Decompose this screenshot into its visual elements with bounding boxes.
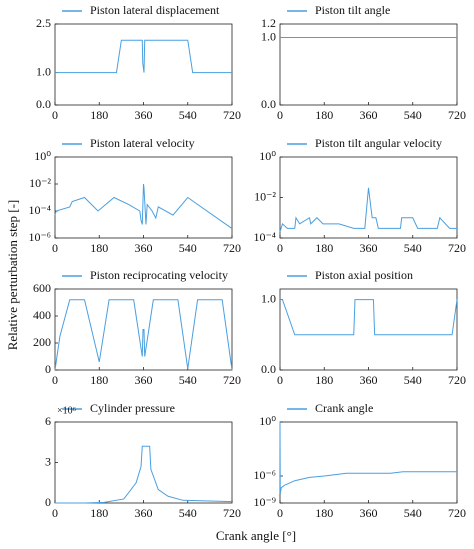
y-tick-label: 0.0 [36, 97, 51, 111]
plot-frame [54, 421, 233, 504]
x-tick-label: 360 [360, 108, 378, 122]
x-tick-label: 540 [404, 108, 422, 122]
data-line [54, 299, 233, 371]
y-tick-label: 0.0 [261, 362, 276, 376]
x-tick-label: 0 [52, 506, 58, 520]
legend-label: Piston lateral velocity [90, 136, 195, 150]
x-axis-label: Crank angle [°] [216, 528, 296, 543]
legend-label: Crank angle [315, 401, 373, 415]
y-tick-label: 10⁰ [259, 414, 276, 428]
y-tick-label: 0.0 [261, 97, 276, 111]
plot-frame [279, 156, 458, 239]
x-tick-label: 720 [448, 108, 466, 122]
legend-label: Cylinder pressure [90, 401, 175, 415]
y-tick-label: 1.2 [261, 16, 276, 30]
x-tick-label: 540 [179, 241, 197, 255]
x-tick-label: 720 [223, 506, 241, 520]
y-tick-label: 10⁻² [29, 176, 51, 190]
x-tick-label: 540 [179, 373, 197, 387]
x-tick-label: 180 [315, 506, 333, 520]
y-tick-label: 10⁻⁴ [28, 203, 51, 217]
x-tick-label: 720 [448, 241, 466, 255]
y-tick-label: 10⁻⁹ [253, 495, 276, 509]
y-tick-label: 10⁻⁴ [253, 230, 276, 244]
y-tick-label: 6 [45, 414, 51, 428]
data-line [279, 421, 457, 495]
data-line [54, 183, 233, 229]
legend-label: Piston lateral displacement [90, 3, 220, 17]
legend-label: Piston tilt angular velocity [315, 136, 442, 150]
x-tick-label: 540 [404, 506, 422, 520]
x-tick-label: 0 [277, 506, 283, 520]
legend-label: Piston reciprocating velocity [90, 268, 228, 282]
y-tick-label: 1.0 [261, 29, 276, 43]
x-tick-label: 360 [360, 241, 378, 255]
y-tick-label: 0 [45, 495, 51, 509]
x-tick-label: 720 [448, 506, 466, 520]
y-tick-label: 200 [33, 335, 51, 349]
x-tick-label: 360 [360, 373, 378, 387]
x-tick-label: 180 [90, 373, 108, 387]
x-tick-label: 720 [223, 108, 241, 122]
x-tick-label: 360 [135, 373, 153, 387]
x-tick-label: 540 [179, 108, 197, 122]
x-tick-label: 0 [277, 108, 283, 122]
annotation: ×10⁶ [57, 405, 77, 416]
x-tick-label: 0 [277, 373, 283, 387]
plot-frame [279, 23, 458, 106]
y-tick-label: 10⁰ [259, 149, 276, 163]
y-tick-label: 10⁻⁶ [253, 468, 276, 482]
x-tick-label: 540 [404, 373, 422, 387]
x-tick-label: 360 [135, 506, 153, 520]
y-tick-label: 400 [33, 308, 51, 322]
y-axis-label: Relative perturbation step [-] [5, 200, 20, 351]
y-tick-label: 1.0 [261, 291, 276, 305]
y-tick-label: 600 [33, 281, 51, 295]
y-tick-label: 10⁻⁶ [28, 230, 51, 244]
data-line [55, 445, 233, 504]
plot-frame [279, 421, 458, 504]
x-tick-label: 180 [315, 241, 333, 255]
legend-label: Piston tilt angle [315, 3, 390, 17]
y-tick-label: 2.5 [36, 16, 51, 30]
x-tick-label: 0 [52, 108, 58, 122]
plot-frame [279, 288, 458, 371]
data-line [279, 187, 457, 233]
x-tick-label: 180 [315, 108, 333, 122]
x-tick-label: 0 [277, 241, 283, 255]
x-tick-label: 180 [90, 241, 108, 255]
x-tick-label: 720 [223, 241, 241, 255]
y-tick-label: 3 [45, 454, 51, 468]
x-tick-label: 180 [90, 108, 108, 122]
x-tick-label: 0 [52, 241, 58, 255]
x-tick-label: 720 [223, 373, 241, 387]
x-tick-label: 360 [135, 241, 153, 255]
x-tick-label: 360 [360, 506, 378, 520]
data-line [55, 39, 232, 74]
y-tick-label: 0 [45, 362, 51, 376]
x-tick-label: 360 [135, 108, 153, 122]
y-tick-label: 10⁰ [34, 149, 51, 163]
plot-frame [54, 23, 233, 106]
data-line [280, 299, 458, 336]
x-tick-label: 540 [179, 506, 197, 520]
x-tick-label: 0 [52, 373, 58, 387]
x-tick-label: 180 [315, 373, 333, 387]
y-tick-label: 1.0 [36, 64, 51, 78]
legend-label: Piston axial position [315, 268, 413, 282]
x-tick-label: 540 [404, 241, 422, 255]
y-tick-label: 10⁻² [254, 189, 276, 203]
x-tick-label: 180 [90, 506, 108, 520]
x-tick-label: 720 [448, 373, 466, 387]
